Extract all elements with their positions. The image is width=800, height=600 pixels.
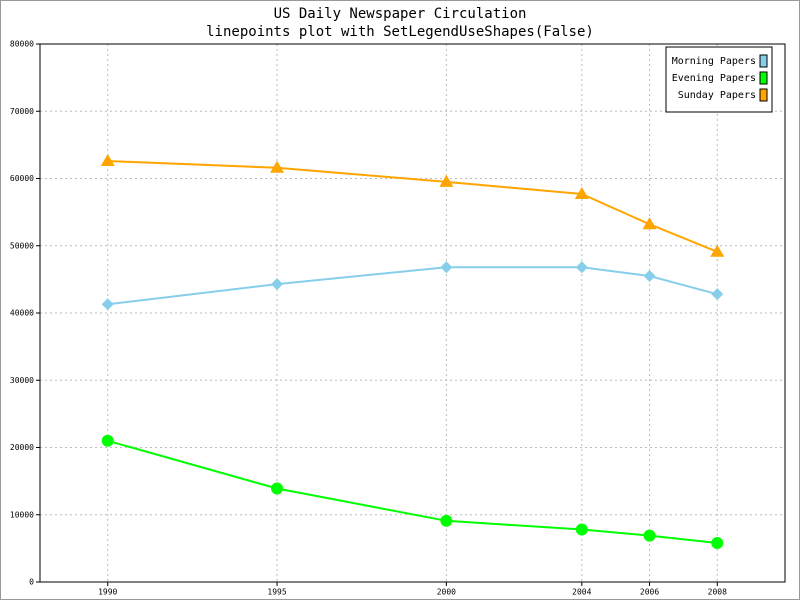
point [711, 536, 724, 549]
y-tick-label: 10000 [10, 510, 34, 519]
x-tick-label: 2004 [572, 588, 591, 597]
point [575, 261, 588, 274]
point [574, 186, 589, 199]
y-tick-label: 70000 [10, 107, 34, 116]
point [271, 278, 284, 291]
y-tick-label: 60000 [10, 174, 34, 183]
x-tick-label: 1990 [98, 588, 117, 597]
point [643, 270, 656, 283]
series-line [107, 439, 718, 544]
point [643, 529, 656, 542]
point [711, 288, 724, 301]
y-tick-label: 40000 [10, 309, 34, 318]
legend-swatch [759, 88, 768, 102]
legend-box [665, 46, 773, 113]
x-tick-label: 2000 [437, 588, 456, 597]
point [440, 514, 453, 527]
x-tick-label: 1995 [267, 588, 286, 597]
chart-title: US Daily Newspaper Circulation [274, 6, 527, 22]
point [440, 261, 453, 274]
x-tick-label: 2008 [708, 588, 727, 597]
y-tick-label: 20000 [10, 443, 34, 452]
point [101, 298, 114, 311]
series-line [107, 160, 718, 253]
series-line [107, 266, 718, 306]
point [439, 174, 454, 187]
point [100, 154, 115, 167]
legend-label: Evening Papers [672, 73, 756, 84]
legend-label: Sunday Papers [678, 90, 756, 101]
plot-border [39, 43, 786, 583]
legend-swatch [759, 54, 768, 68]
point [575, 523, 588, 536]
legend-swatch [759, 71, 768, 85]
x-tick-label: 2006 [640, 588, 659, 597]
point [101, 434, 114, 447]
point [271, 482, 284, 495]
y-tick-label: 0 [29, 578, 34, 587]
legend-label: Morning Papers [672, 56, 756, 67]
y-tick-label: 30000 [10, 376, 34, 385]
y-tick-label: 80000 [10, 40, 34, 49]
point [710, 244, 725, 257]
point [270, 160, 285, 173]
chart-subtitle: linepoints plot with SetLegendUseShapes(… [206, 24, 594, 40]
point [642, 217, 657, 230]
y-tick-label: 50000 [10, 241, 34, 250]
